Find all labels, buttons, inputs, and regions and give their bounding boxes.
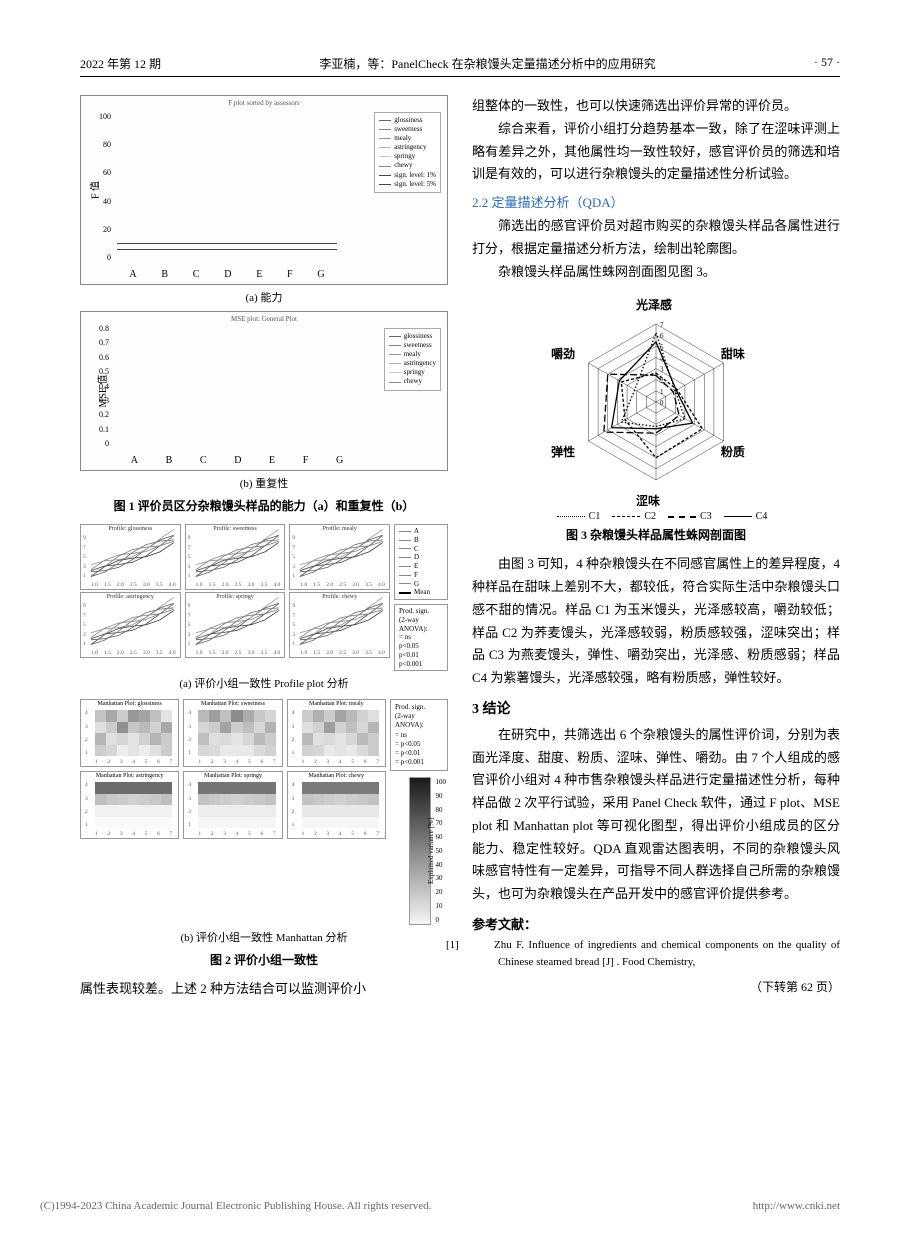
header-right: · 57 · — [814, 55, 840, 72]
reference-1: [1]Zhu F. Influence of ingredients and c… — [472, 937, 840, 972]
page-footer: (C)1994-2023 China Academic Journal Elec… — [40, 1200, 840, 1212]
footer-url: http://www.cnki.net — [753, 1200, 840, 1212]
svg-text:4: 4 — [660, 355, 664, 363]
left-column: F plot sorted by assessors F 值 020406080… — [80, 95, 448, 1001]
profile-subcaption: (a) 评价小组一致性 Profile plot 分析 — [80, 675, 448, 691]
mse-plot-xticks: ABCDEFG — [117, 455, 357, 466]
paragraph-3: 筛选出的感官评价员对超市购买的杂粮馒头样品各属性进行打分，根据定量描述分析方法，… — [472, 215, 840, 261]
svg-text:0: 0 — [660, 399, 664, 407]
f-plot-yticks: 020406080100 — [99, 112, 111, 262]
section-3-heading: 3 结论 — [472, 698, 840, 718]
f-plot-xticks: ABCDEFG — [117, 269, 337, 280]
leftover-paragraph: 属性表现较差。上述 2 种方法结合可以监测评价小 — [80, 978, 448, 1001]
mse-plot-legend: glossinesssweetnessmealyastringencysprin… — [384, 328, 441, 391]
footer-copyright: (C)1994-2023 China Academic Journal Elec… — [40, 1200, 431, 1212]
header-center: 李亚楠，等：PanelCheck 在杂粮馒头定量描述分析中的应用研究 — [319, 55, 655, 72]
f-plot-legend: glossinesssweetnessmealyastringencysprin… — [374, 112, 441, 193]
mse-plot-yticks: 00.10.20.30.40.50.60.70.8 — [99, 324, 109, 448]
manhattan-plot-grid: Manhattan Plot: glossiness12345671234Man… — [80, 699, 448, 925]
svg-text:7: 7 — [660, 321, 664, 329]
paragraph-6: 在研究中，共筛选出 6 个杂粮馒头的属性评价词，分别为表面光泽度、甜度、粉质、涩… — [472, 724, 840, 906]
f-plot-chart: F plot sorted by assessors F 值 020406080… — [80, 95, 448, 285]
profile-plot-grid: Profile: glossiness1.01.52.02.53.03.54.0… — [80, 524, 448, 671]
chart-b-subcaption: (b) 重复性 — [80, 475, 448, 491]
figure-1-caption: 图 1 评价员区分杂粮馒头样品的能力（a）和重复性（b） — [80, 497, 448, 514]
right-column: 组整体的一致性，也可以快速筛选出评价异常的评价员。 综合来看，评价小组打分趋势基… — [472, 95, 840, 1001]
svg-text:2: 2 — [660, 377, 664, 385]
profile-sig-legend: Prod. sign. (2-way ANOVA):= nsp<0.05p<0.… — [394, 604, 448, 671]
paragraph-5: 由图 3 可知，4 种杂粮馒头在不同感官属性上的差异程度，4 种样品在甜味上差别… — [472, 553, 840, 690]
section-2-2-heading: 2.2 定量描述分析（QDA） — [472, 192, 840, 211]
radar-chart: 01234567光泽感甜味粉质涩味弹性嚼劲 — [472, 289, 840, 507]
figure-3-caption: 图 3 杂粮馒头样品属性蛛网剖面图 — [472, 526, 840, 543]
paragraph-1: 组整体的一致性，也可以快速筛选出评价异常的评价员。 — [472, 95, 840, 118]
figure-2-caption: 图 2 评价小组一致性 — [80, 951, 448, 968]
header-left: 2022 年第 12 期 — [80, 55, 161, 72]
mse-plot-chart: MSE plot: General Plot MSE 值 00.10.20.30… — [80, 311, 448, 471]
paragraph-4: 杂粮馒头样品属性蛛网剖面图见图 3。 — [472, 261, 840, 284]
chart-a-subcaption: (a) 能力 — [80, 289, 448, 305]
svg-text:1: 1 — [660, 388, 664, 396]
svg-text:6: 6 — [660, 332, 664, 340]
continued-note: （下转第 62 页） — [472, 978, 840, 995]
manhattan-sig-legend: Prod. sign. (2-way ANOVA):= ns= p<0.05= … — [390, 699, 448, 771]
manhattan-colorbar: 1009080706050403020100 Explained varianc… — [409, 777, 431, 925]
radar-legend: C1C2C3C4 — [472, 511, 840, 522]
page-header: 2022 年第 12 期 李亚楠，等：PanelCheck 在杂粮馒头定量描述分… — [80, 55, 840, 77]
references-heading: 参考文献： — [472, 914, 840, 933]
svg-text:5: 5 — [660, 344, 664, 352]
svg-text:3: 3 — [660, 366, 664, 374]
paragraph-2: 综合来看，评价小组打分趋势基本一致，除了在涩味评测上略有差异之外，其他属性均一致… — [472, 118, 840, 186]
profile-assessor-legend: ABCDEFGMean — [394, 524, 448, 600]
manhattan-subcaption: (b) 评价小组一致性 Manhattan 分析 — [80, 929, 448, 945]
